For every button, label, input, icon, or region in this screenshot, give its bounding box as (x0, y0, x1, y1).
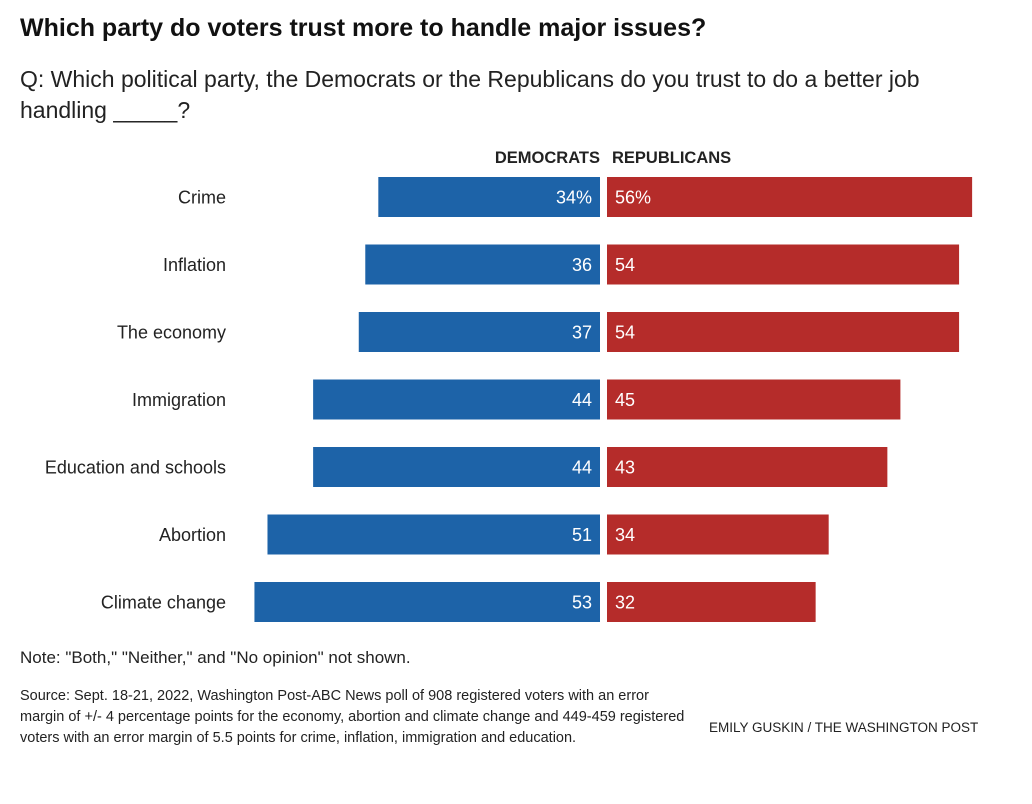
data-label-republicans: 54 (615, 323, 635, 343)
legend-republicans: REPUBLICANS (612, 149, 731, 167)
chart-subtitle: Q: Which political party, the Democrats … (20, 66, 920, 123)
bar-republicans (607, 514, 829, 555)
bar-republicans (607, 177, 973, 217)
bar-democrats (378, 177, 600, 217)
bar-democrats (267, 514, 600, 555)
data-label-republicans: 34 (615, 525, 635, 545)
data-label-democrats: 37 (572, 323, 592, 343)
data-label-republicans: 45 (615, 390, 635, 410)
chart-source: Source: Sept. 18-21, 2022, Washington Po… (20, 688, 685, 746)
bar-republicans (607, 244, 960, 285)
chart-note: Note: "Both," "Neither," and "No opinion… (20, 648, 411, 667)
bar-republicans (607, 379, 901, 420)
category-label: Education and schools (45, 458, 226, 478)
data-label-republicans: 54 (615, 255, 635, 275)
bar-republicans (607, 447, 888, 487)
data-label-democrats: 36 (572, 255, 592, 275)
data-label-democrats: 51 (572, 525, 592, 545)
category-label: Immigration (132, 390, 226, 410)
bar-democrats (313, 379, 600, 420)
bar-republicans (607, 582, 816, 622)
data-label-democrats: 53 (572, 593, 592, 613)
bar-democrats (358, 312, 600, 352)
bar-democrats (365, 244, 600, 285)
legend-democrats: DEMOCRATS (495, 149, 600, 167)
data-label-democrats: 44 (572, 390, 592, 410)
bar-democrats (254, 582, 600, 622)
data-label-republicans: 32 (615, 593, 635, 613)
data-label-democrats: 34% (556, 188, 592, 208)
category-label: Crime (178, 188, 226, 208)
chart-credit: EMILY GUSKIN / THE WASHINGTON POST (709, 720, 979, 735)
bar-chart: DEMOCRATS REPUBLICANS Crime 34% 56% Inflati… (45, 149, 973, 622)
bar-democrats (313, 447, 600, 487)
chart-title: Which party do voters trust more to hand… (20, 14, 707, 42)
data-label-republicans: 56% (615, 188, 651, 208)
data-label-democrats: 44 (572, 458, 592, 478)
bars-group: Crime 34% 56% Inflation 36 54 The economy 37 54 I… (45, 177, 973, 622)
category-label: Abortion (159, 525, 226, 545)
bar-republicans (607, 312, 960, 352)
category-label: The economy (117, 323, 226, 343)
category-label: Inflation (163, 255, 226, 275)
category-label: Climate change (101, 593, 226, 613)
data-label-republicans: 43 (615, 458, 635, 478)
